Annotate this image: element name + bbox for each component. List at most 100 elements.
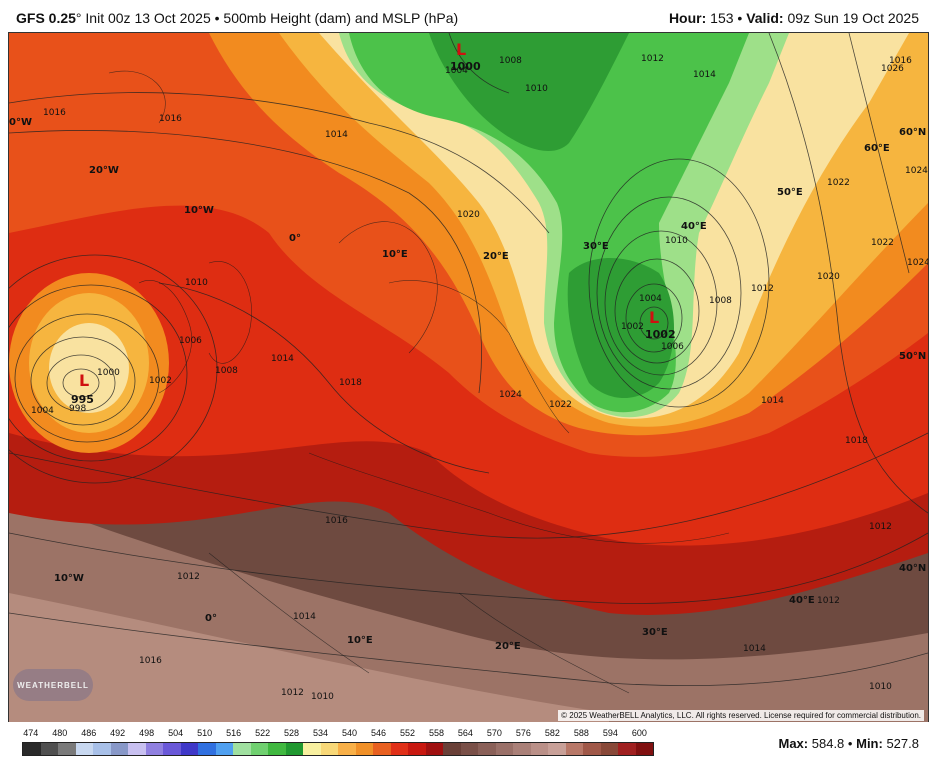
legend-label: 474 (23, 728, 39, 738)
low-value-atlantic: 995 (71, 393, 94, 406)
isobar-label: 1016 (43, 108, 66, 118)
isobar-label: 1016 (889, 56, 912, 66)
max-min-stats: Max: 584.8 • Min: 527.8 (779, 736, 920, 751)
legend-swatch (128, 743, 146, 755)
isobar-ring (30, 336, 136, 426)
lat-label: 50°N (899, 351, 926, 362)
isobar-curve (9, 532, 928, 604)
lon-label: 20°W (89, 165, 119, 176)
legend-swatch (180, 743, 198, 755)
lon-label: 0° (205, 613, 217, 624)
legend-swatch (565, 743, 583, 755)
isobar-label: 1022 (827, 178, 850, 188)
isobar-label: 1014 (293, 612, 316, 622)
legend-swatch (635, 743, 653, 755)
lon-label: 40°E (789, 595, 815, 606)
legend-label: 588 (573, 728, 589, 738)
lon-label: 30°E (642, 627, 668, 638)
isobar-label: 1010 (525, 84, 548, 94)
coastline (138, 280, 192, 394)
isobar-label: 1008 (499, 56, 522, 66)
legend-swatch (460, 743, 478, 755)
degree-symbol: ° (75, 10, 82, 26)
legend-swatch (320, 743, 338, 755)
isobar-curve (9, 432, 928, 539)
isobar-label: 1004 (31, 406, 54, 416)
legend-swatch (23, 743, 41, 755)
legend-swatch (93, 743, 111, 755)
low-value-russia: 1002 (645, 328, 676, 341)
legend-label: 582 (544, 728, 560, 738)
isobar-label: 1012 (281, 688, 304, 698)
lon-label: 10°W (54, 573, 84, 584)
valid-value: 09z Sun 19 Oct 2025 (787, 10, 919, 26)
isobar-label: 1012 (177, 572, 200, 582)
legend-label: 570 (486, 728, 502, 738)
legend-swatch (600, 743, 618, 755)
lon-label: 50°E (777, 187, 803, 198)
lon-label: 40°E (681, 221, 707, 232)
lon-label: 30°E (583, 241, 609, 252)
chart-header: GFS 0.25° Init 00z 13 Oct 2025 • 500mb H… (0, 0, 935, 32)
isobar-label: 1010 (665, 236, 688, 246)
isobar-label: 1012 (641, 54, 664, 64)
legend-label: 552 (399, 728, 415, 738)
isobar-label: 1018 (339, 378, 362, 388)
atlantic-yellow (49, 323, 129, 413)
isobar-label: 1024 (905, 166, 928, 176)
isobar-ring (614, 258, 700, 364)
hour-value: 153 (710, 10, 734, 26)
isobar-label: 1012 (751, 284, 774, 294)
isobar-ring (588, 158, 770, 408)
isobar-label: 1020 (817, 272, 840, 282)
isobar-label: 1026 (881, 64, 904, 74)
legend-label: 492 (110, 728, 126, 738)
copyright-notice: © 2025 WeatherBELL Analytics, LLC. All r… (558, 710, 924, 721)
legend-label: 486 (81, 728, 97, 738)
isobar-label: 1006 (661, 342, 684, 352)
lon-label: 0° (289, 233, 301, 244)
coastline (458, 592, 630, 694)
lon-label: 10°E (382, 249, 408, 260)
isobar-label: 1014 (325, 130, 348, 140)
isobar-label: 1000 (97, 368, 120, 378)
isobar-labels: 1016 1016 1014 1010 1006 1008 1002 1000 … (31, 54, 928, 702)
legend-label: 540 (342, 728, 358, 738)
max-label: Max: (778, 736, 809, 751)
isobar-label: 1014 (743, 644, 766, 654)
legend-swatch (285, 743, 303, 755)
isobar-curve (9, 130, 482, 394)
isobar-label: 1014 (761, 396, 784, 406)
legend-swatch (145, 743, 163, 755)
min-label: Min: (856, 736, 883, 751)
legend-swatch (110, 743, 128, 755)
max-value: 584.8 (811, 736, 845, 751)
legend-swatch (373, 743, 391, 755)
lat-labels: 60°N 50°N 40°N (899, 127, 926, 574)
legend-label: 480 (52, 728, 68, 738)
isobar-curve (448, 33, 510, 94)
isobar-ring (14, 313, 160, 443)
header-left: GFS 0.25° Init 00z 13 Oct 2025 • 500mb H… (16, 10, 458, 26)
isobar-label: 1012 (869, 522, 892, 532)
coastline (388, 280, 570, 434)
legend-swatch (618, 743, 636, 755)
legend-swatch (268, 743, 286, 755)
dark-green-north (429, 33, 629, 152)
header-separator: • (214, 10, 220, 26)
low-symbol-atlantic: L (79, 371, 89, 390)
isobar-ring (625, 283, 683, 353)
isobar-ring (9, 284, 188, 462)
legend-swatch (390, 743, 408, 755)
legend-label: 546 (370, 728, 387, 738)
isobar-label: 1004 (639, 294, 662, 304)
legend-label: 498 (139, 728, 155, 738)
lon-label: 20°E (495, 641, 521, 652)
product-name: 500mb Height (dam) and MSLP (hPa) (223, 10, 459, 26)
legend-area: 474 480 486 492 498 504 510 516 522 528 534 540 546 5… (0, 722, 935, 768)
isobar-ring (62, 368, 100, 398)
lat-label: 40°N (899, 563, 926, 574)
legend-label: 510 (197, 728, 213, 738)
header-separator-2: • (737, 10, 743, 26)
valid-label: Valid: (746, 10, 784, 26)
